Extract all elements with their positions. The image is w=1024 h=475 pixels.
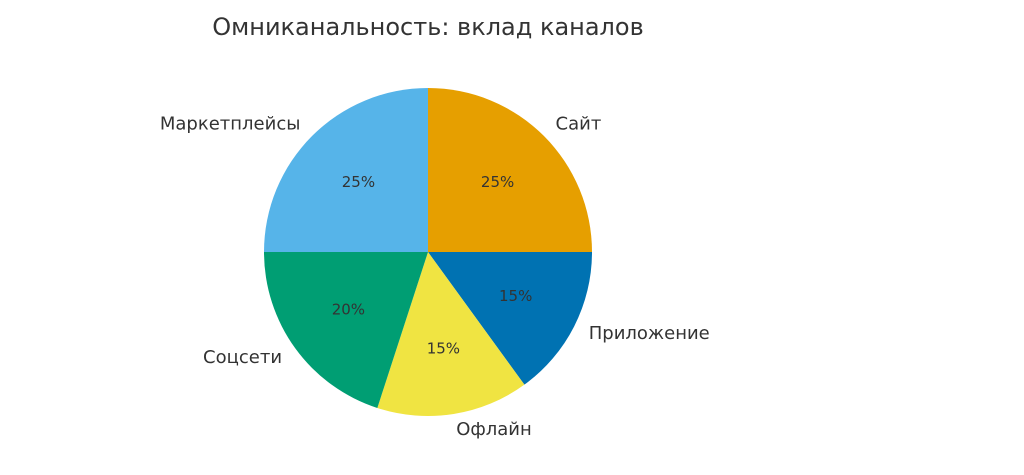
value-label: 20% [332,300,365,318]
value-label: 25% [342,173,375,191]
value-label: 15% [499,287,532,305]
pie-wedge [428,88,592,252]
slice-label: Маркетплейсы [160,113,301,134]
slice-label: Сайт [556,113,602,134]
pie-wedge [264,88,428,252]
pie-wedge [377,252,525,416]
pie-wedge [428,252,592,385]
slice-label: Приложение [589,323,710,344]
value-label: 15% [427,340,460,358]
chart-title: Омниканальность: вклад каналов [212,13,643,41]
slice-label: Соцсети [203,347,282,368]
pie-wedge [264,252,428,408]
slice-label: Офлайн [456,419,532,440]
value-label: 25% [481,173,514,191]
